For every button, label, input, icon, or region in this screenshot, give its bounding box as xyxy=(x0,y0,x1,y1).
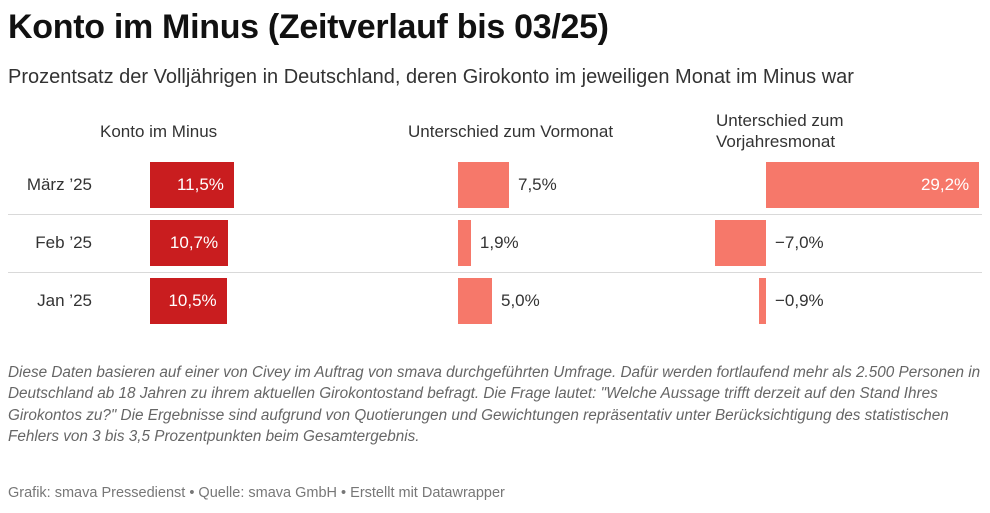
chart-title: Konto im Minus (Zeitverlauf bis 03/25) xyxy=(8,8,609,46)
column-header-konto: Konto im Minus xyxy=(100,122,218,141)
column-header-vorjahr: Unterschied zum Vorjahresmonat xyxy=(716,111,844,151)
column-header-vormonat: Unterschied zum Vormonat xyxy=(408,122,614,141)
vormonat-value: 1,9% xyxy=(479,233,519,252)
source-footer: Grafik: smava Pressedienst • Quelle: sma… xyxy=(8,485,505,501)
konto-bar xyxy=(150,162,234,208)
konto-bar xyxy=(150,278,227,324)
vormonat-bar xyxy=(458,220,471,266)
vorjahr-value: −7,0% xyxy=(775,233,824,252)
vormonat-value: 5,0% xyxy=(501,291,540,310)
konto-value: 10,7% xyxy=(169,233,219,252)
konto-value: 11,5% xyxy=(176,175,224,194)
konto-value: 10,5% xyxy=(168,291,217,310)
chart-subtitle: Prozentsatz der Volljährigen in Deutschl… xyxy=(8,66,854,88)
row-label: März ’25 xyxy=(26,175,92,194)
vorjahr-value: −0,9% xyxy=(775,291,824,310)
table-row: Feb ’25 10,7% 1,9% −7,0% xyxy=(8,214,982,273)
row-label: Feb ’25 xyxy=(35,233,92,252)
methodology-note: Diese Daten basieren auf einer von Civey… xyxy=(8,364,981,446)
vormonat-value: 7,5% xyxy=(518,175,557,194)
vorjahr-bar xyxy=(766,162,980,208)
row-label: Jan ’25 xyxy=(37,291,92,310)
table-row: Jan ’25 10,5% 5,0% −0,9% xyxy=(8,272,982,330)
vorjahr-bar xyxy=(714,220,766,266)
konto-bar xyxy=(150,220,229,266)
table-row: März ’25 11,5% 7,5% 29,2% xyxy=(8,156,982,215)
vormonat-bar xyxy=(458,162,509,208)
vorjahr-bar xyxy=(759,278,766,324)
vormonat-bar xyxy=(458,278,492,324)
vorjahr-value: 29,2% xyxy=(920,175,970,194)
